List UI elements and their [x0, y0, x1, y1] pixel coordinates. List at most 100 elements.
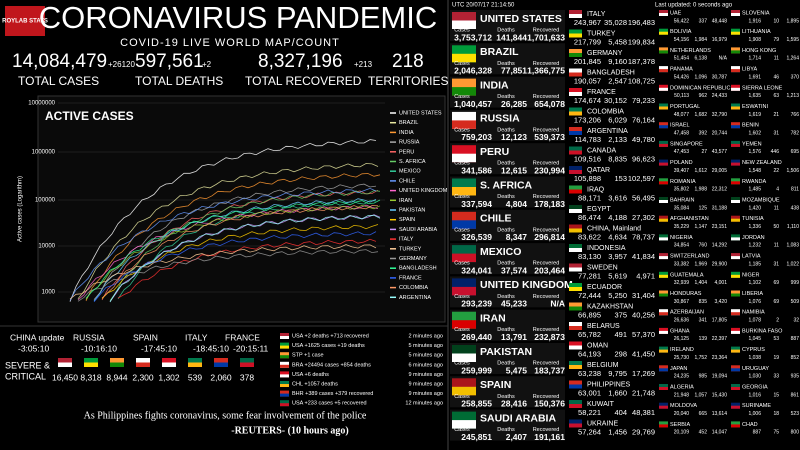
flag-stripe: [659, 293, 668, 297]
country-value: 48,448: [712, 18, 728, 24]
country-value: 1,691: [748, 74, 761, 80]
flag-stripe: [569, 267, 582, 272]
country-value: 6,029: [608, 115, 627, 124]
country-value: 1,006: [748, 411, 761, 417]
timer-country: ITALY: [185, 332, 208, 342]
country-value: 47,458: [674, 131, 690, 137]
country-value: 258,855: [461, 399, 492, 409]
chart-frame: [37, 95, 446, 323]
flag-stripe: [659, 330, 668, 334]
country-name: IRAQ: [587, 186, 605, 193]
country-value: 150,376: [534, 399, 565, 409]
flag-stripe: [569, 33, 582, 38]
country-value: 4: [776, 187, 779, 193]
country-value: 811: [791, 187, 799, 193]
country-value: 1,366,775: [527, 66, 565, 76]
severe-label: SEVERE &: [5, 360, 50, 370]
timer-country: RUSSIA: [73, 332, 105, 342]
country-value: 1,682: [694, 112, 707, 118]
flag-stripe: [731, 256, 740, 260]
flag-stripe: [569, 209, 582, 213]
country-value: 1,456: [608, 427, 627, 436]
country-value: 269,440: [461, 332, 492, 342]
legend-label: COLOMBIA: [399, 285, 428, 291]
flag-stripe: [659, 237, 668, 241]
country-name: FRANCE: [587, 89, 616, 96]
flag-stripe: [731, 50, 740, 54]
country-value: 4,001: [714, 280, 727, 286]
column-header: Deaths: [497, 27, 515, 33]
country-name: INDIA: [480, 79, 509, 91]
country-value: 17,805: [712, 318, 728, 324]
column-header: Recovered: [533, 61, 560, 67]
total-delta: +2: [202, 60, 212, 69]
country-value: 76,164: [632, 115, 655, 124]
country-value: 125: [699, 205, 708, 211]
country-value: 43,577: [712, 149, 728, 155]
flag-stripe: [659, 31, 668, 35]
flag-stripe: [569, 248, 582, 252]
country-name: DOMINICAN REPUBLIC: [670, 85, 731, 91]
flag-stripe: [659, 162, 668, 166]
column-header: Recovered: [533, 294, 560, 300]
country-value: 183,737: [534, 365, 565, 375]
country-value: 1,045: [748, 336, 761, 342]
trend-line: [69, 139, 377, 302]
country-name: ISRAEL: [670, 123, 690, 129]
country-name: CANADA: [587, 147, 617, 154]
country-name: OMAN: [587, 342, 608, 349]
country-value: 196,483: [628, 18, 655, 27]
country-name: IRELAND: [670, 347, 694, 353]
country-value: 174,674: [574, 96, 601, 105]
country-value: 1,548: [748, 168, 761, 174]
country-value: 13,791: [501, 332, 527, 342]
column-header: Cases: [454, 194, 470, 200]
country-value: 28,416: [501, 399, 527, 409]
legend-label: ITALY: [399, 237, 414, 243]
country-name: NETHERLANDS: [670, 48, 711, 54]
severe-value: 2,060: [210, 372, 232, 382]
country-value: 50: [773, 224, 779, 230]
country-value: 1,057: [694, 392, 707, 398]
country-name: UAE: [670, 10, 682, 16]
country-value: 337,594: [461, 199, 492, 209]
country-name: HONG KONG: [742, 48, 776, 54]
country-value: 2,547: [608, 76, 627, 85]
country-value: 109,516: [574, 154, 601, 163]
country-value: 695: [791, 149, 800, 155]
country-name: MEXICO: [480, 246, 521, 258]
country-value: 293,239: [461, 299, 492, 309]
country-value: 861: [791, 392, 800, 398]
flag-stripe: [659, 13, 668, 16]
country-value: 665: [699, 411, 708, 417]
flag-stripe: [110, 362, 124, 367]
severe-value: 8,944: [106, 372, 128, 382]
country-name: SLOVENIA: [742, 10, 770, 16]
country-value: 438: [791, 205, 800, 211]
country-name: LIBYA: [742, 67, 758, 73]
flag-stripe: [659, 312, 668, 316]
legend-label: TURKEY: [399, 246, 422, 252]
trend-line: [117, 238, 377, 299]
country-name: LATVIA: [742, 254, 761, 260]
country-value: 102,597: [628, 174, 655, 183]
country-value: 23,151: [712, 224, 728, 230]
country-value: 33: [773, 374, 779, 380]
country-value: 5,250: [608, 291, 627, 300]
flag-stripe: [280, 403, 289, 407]
country-value: 759,203: [461, 132, 492, 142]
country-value: 4,804: [506, 199, 528, 209]
logo: ROYLAB STATS: [2, 19, 48, 25]
column-header: Deaths: [497, 127, 515, 133]
severe-value: 8,318: [80, 372, 102, 382]
country-name: IRAN: [480, 312, 506, 324]
country-name: INDONESIA: [587, 245, 626, 252]
country-name: PORTUGAL: [670, 104, 700, 110]
country-name: YEMEN: [742, 141, 762, 147]
country-value: 39,407: [674, 168, 690, 174]
country-value: 370: [791, 74, 800, 80]
legend-label: MEXICO: [399, 169, 421, 175]
country-value: 190,057: [574, 76, 601, 85]
country-value: 5,475: [506, 365, 528, 375]
column-header: Cases: [454, 227, 470, 233]
